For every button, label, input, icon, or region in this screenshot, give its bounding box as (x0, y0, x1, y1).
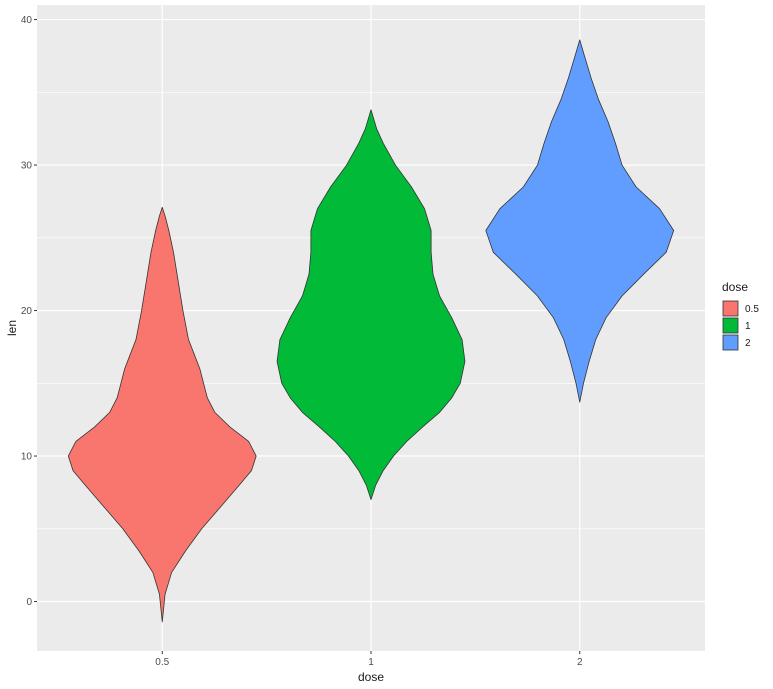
violin-0-5 (67, 206, 257, 623)
y-tick-label: 40 (21, 15, 33, 26)
legend-swatch (722, 334, 739, 351)
x-tick-label: 2 (577, 657, 583, 668)
x-tick-label: 0.5 (155, 657, 169, 668)
legend-label: 2 (745, 338, 751, 349)
y-tick-label: 10 (21, 452, 33, 463)
legend-swatch (722, 317, 739, 334)
y-axis-ticks: 0 10 20 30 40 (21, 15, 37, 608)
violin-1 (276, 109, 466, 501)
y-tick-label: 20 (21, 306, 33, 317)
x-tick-label: 1 (368, 657, 374, 668)
x-axis-title: dose (358, 670, 384, 684)
legend-items: 0.5 1 2 (722, 300, 759, 351)
legend-swatch (722, 300, 739, 317)
legend-label: 1 (745, 321, 751, 332)
legend-title: dose (722, 280, 748, 294)
violin-2 (485, 39, 675, 403)
y-tick-label: 0 (26, 597, 32, 608)
legend: dose 0.5 1 2 (722, 280, 759, 351)
violin-layer (67, 39, 675, 623)
y-tick-label: 30 (21, 161, 33, 172)
x-axis-ticks: 0.5 1 2 (155, 651, 583, 668)
y-axis-title: len (5, 320, 19, 336)
legend-label: 0.5 (745, 304, 759, 315)
